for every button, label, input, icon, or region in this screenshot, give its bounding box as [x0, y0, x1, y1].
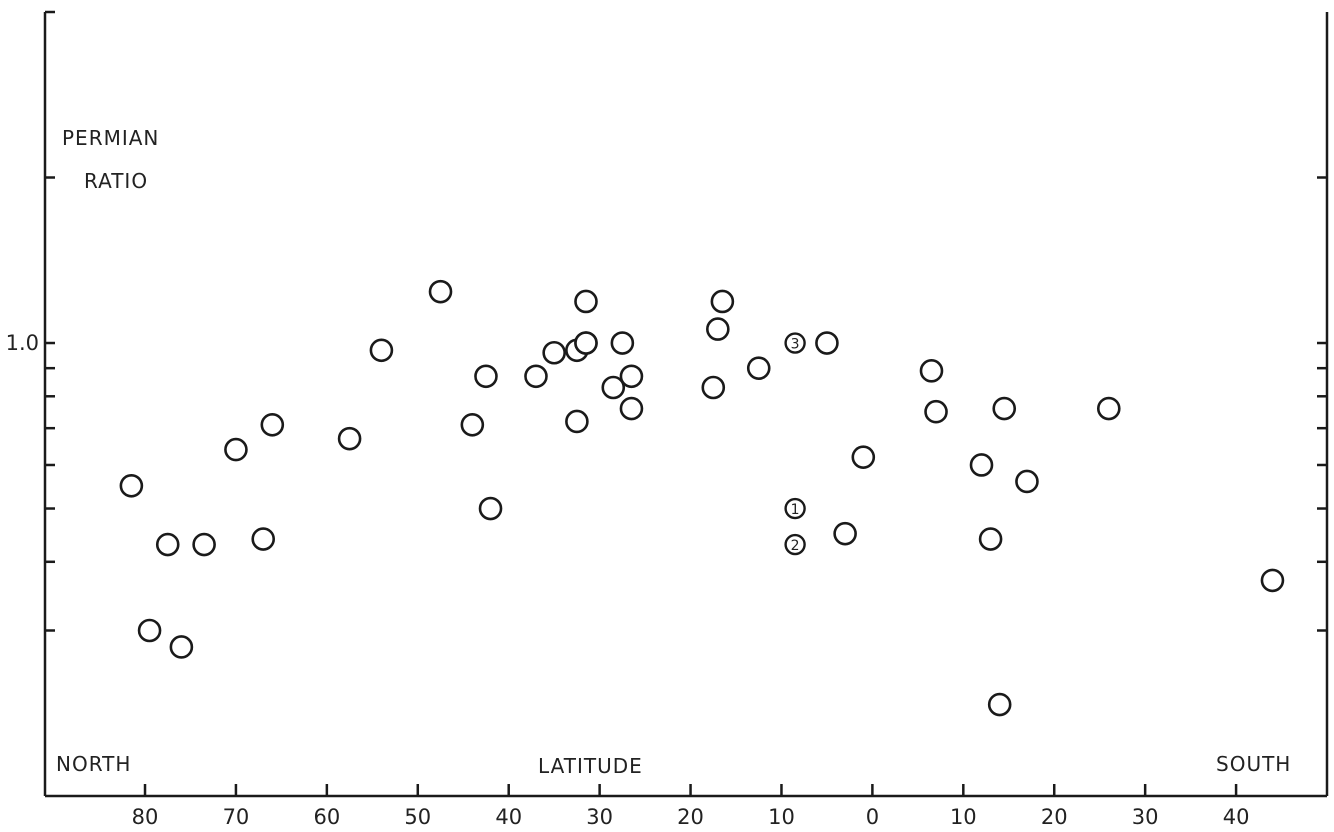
south-label: SOUTH [1216, 752, 1291, 776]
numbered-data-point [784, 332, 806, 354]
x-tick-label: 70 [223, 805, 250, 829]
x-tick-label: 20 [677, 805, 704, 829]
x-tick-label: 40 [495, 805, 522, 829]
data-point [169, 635, 194, 659]
data-point [224, 437, 248, 462]
data-point [619, 364, 644, 389]
data-point [251, 527, 276, 551]
data-point [851, 445, 876, 469]
x-tick-label: 50 [404, 805, 431, 829]
data-point [987, 692, 1012, 717]
data-point [574, 331, 598, 355]
data-point [337, 426, 362, 451]
ylabel-line-1: PERMIAN [62, 126, 159, 150]
x-tick-label: 10 [950, 805, 977, 829]
data-point [978, 527, 1003, 551]
numbered-point-label: 1 [791, 502, 800, 518]
data-point [478, 496, 503, 521]
data-point [746, 356, 771, 380]
data-point [460, 412, 485, 437]
numbered-data-point [784, 497, 806, 520]
data-point [1096, 396, 1121, 421]
data-point [474, 364, 498, 389]
x-tick-label: 30 [586, 805, 613, 829]
data-point [192, 532, 216, 557]
data-point [1260, 568, 1285, 593]
data-point [524, 364, 548, 389]
axes [43, 10, 1329, 798]
data-point [542, 340, 566, 365]
data-point [565, 409, 589, 434]
numbered-point-label: 2 [791, 538, 800, 554]
ticks: 80 70 60 50 40 30 20 10 0 10 20 30 40 1.0 [6, 176, 1327, 829]
data-point [137, 618, 162, 643]
numbered-point-label: 3 [791, 337, 800, 353]
data-point [701, 375, 726, 400]
x-tick-label: 40 [1223, 805, 1250, 829]
x-tick-label: 10 [768, 805, 795, 829]
x-tick-label: 30 [1132, 805, 1159, 829]
data-point [155, 532, 180, 557]
data-point [1015, 469, 1039, 494]
y-tick-label: 1.0 [6, 331, 39, 355]
north-label: NORTH [56, 752, 131, 776]
data-point [969, 453, 994, 477]
data-point [924, 399, 948, 424]
numbered-data-point [784, 533, 806, 556]
data-point [574, 289, 598, 314]
data-point [815, 331, 839, 355]
ylabel-line-2: RATIO [84, 169, 148, 193]
data-point [619, 396, 644, 421]
data-point [428, 279, 453, 304]
data-point [833, 521, 857, 546]
x-tick-label: 0 [866, 805, 879, 829]
data-point [919, 359, 944, 383]
data-point [706, 317, 730, 341]
data-point [710, 289, 735, 314]
x-tick-label: 60 [313, 805, 340, 829]
x-tick-label: 80 [132, 805, 159, 829]
data-point [119, 473, 144, 498]
x-tick-label: 20 [1041, 805, 1068, 829]
data-point [369, 338, 394, 363]
data-point [260, 412, 285, 437]
data-points: 3 1 2 [119, 279, 1285, 717]
data-point [610, 331, 635, 355]
data-point [601, 375, 626, 400]
data-point [992, 396, 1017, 421]
xlabel: LATITUDE [538, 754, 643, 778]
